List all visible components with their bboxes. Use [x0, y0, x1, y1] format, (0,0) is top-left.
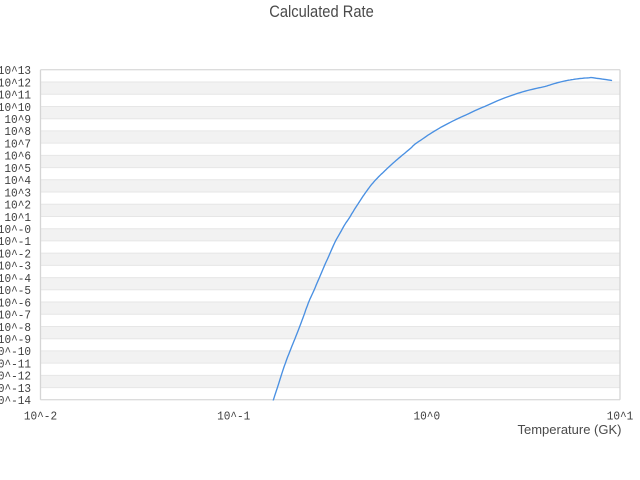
svg-text:10^8: 10^8	[4, 125, 31, 139]
svg-text:10^5: 10^5	[4, 162, 31, 176]
svg-text:10^7: 10^7	[4, 137, 31, 151]
svg-text:10^12: 10^12	[0, 76, 31, 90]
svg-text:10^11: 10^11	[0, 89, 31, 103]
svg-text:10^-4: 10^-4	[0, 272, 31, 286]
svg-text:10^-14: 10^-14	[0, 394, 31, 408]
svg-text:10^1: 10^1	[607, 410, 634, 424]
svg-text:10^-9: 10^-9	[0, 333, 31, 347]
svg-text:Calculated Rate: Calculated Rate	[269, 2, 374, 21]
svg-text:10^10: 10^10	[0, 101, 31, 115]
svg-text:10^6: 10^6	[4, 150, 31, 164]
svg-text:10^-6: 10^-6	[0, 296, 31, 310]
svg-text:10^4: 10^4	[4, 174, 31, 188]
svg-text:10^-13: 10^-13	[0, 382, 31, 396]
svg-text:10^-10: 10^-10	[0, 345, 31, 359]
svg-text:10^-2: 10^-2	[0, 247, 31, 261]
svg-text:10^1: 10^1	[4, 211, 31, 225]
svg-text:10^-11: 10^-11	[0, 357, 31, 371]
svg-text:10^-5: 10^-5	[0, 284, 31, 298]
svg-text:10^-1: 10^-1	[217, 410, 250, 424]
svg-text:10^-7: 10^-7	[0, 309, 31, 323]
svg-text:10^0: 10^0	[414, 410, 441, 424]
svg-text:10^-2: 10^-2	[24, 410, 57, 424]
svg-text:10^-8: 10^-8	[0, 321, 31, 335]
svg-text:10^-3: 10^-3	[0, 260, 31, 274]
svg-text:10^-1: 10^-1	[0, 235, 31, 249]
svg-text:Temperature (GK): Temperature (GK)	[518, 422, 622, 437]
svg-text:10^13: 10^13	[0, 64, 31, 78]
svg-text:10^2: 10^2	[4, 199, 31, 213]
svg-text:10^3: 10^3	[4, 186, 31, 200]
svg-text:10^-0: 10^-0	[0, 223, 31, 237]
svg-text:10^-12: 10^-12	[0, 370, 31, 384]
svg-text:10^9: 10^9	[4, 113, 31, 127]
